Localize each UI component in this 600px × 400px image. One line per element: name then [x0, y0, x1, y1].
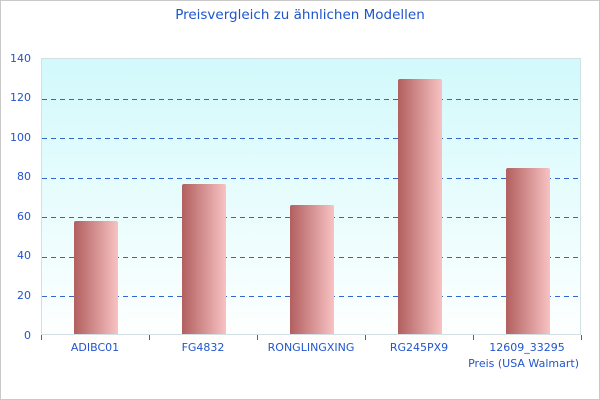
x-axis-tick [41, 335, 42, 340]
x-axis-tick [149, 335, 150, 340]
gridline-y80 [42, 177, 580, 179]
y-axis-label-100: 100 [10, 130, 31, 144]
bar-RONGLINGXING [290, 205, 334, 334]
y-axis-label-80: 80 [17, 170, 31, 184]
x-axis-label-FG4832: FG4832 [181, 341, 225, 354]
bar-RG245PX9 [398, 78, 442, 334]
x-axis-label-12609_33295: 12609_33295 [489, 341, 565, 354]
chart-title: Preisvergleich zu ähnlichen Modellen [175, 7, 425, 23]
y-axis-label-120: 120 [10, 91, 31, 105]
y-axis-label-140: 140 [10, 51, 31, 65]
bar-FG4832 [182, 183, 226, 334]
x-axis-label-ADIBC01: ADIBC01 [70, 341, 120, 354]
x-axis-tick [365, 335, 366, 340]
y-axis-label-20: 20 [17, 288, 31, 302]
gridline-y100 [42, 138, 580, 140]
plot-area [41, 58, 581, 335]
x-axis-label-RG245PX9: RG245PX9 [389, 341, 449, 354]
x-axis-title: Preis (USA Walmart) [468, 357, 579, 370]
bar-12609_33295 [506, 167, 550, 334]
y-axis-label-40: 40 [17, 249, 31, 263]
y-axis-label-0: 0 [24, 328, 31, 342]
x-axis-tick [257, 335, 258, 340]
bar-ADIBC01 [74, 221, 118, 334]
gridline-y120 [42, 98, 580, 100]
x-axis-tick [473, 335, 474, 340]
x-axis-label-RONGLINGXING: RONGLINGXING [267, 341, 355, 354]
y-axis-label-60: 60 [17, 209, 31, 223]
x-axis-tick [581, 335, 582, 340]
